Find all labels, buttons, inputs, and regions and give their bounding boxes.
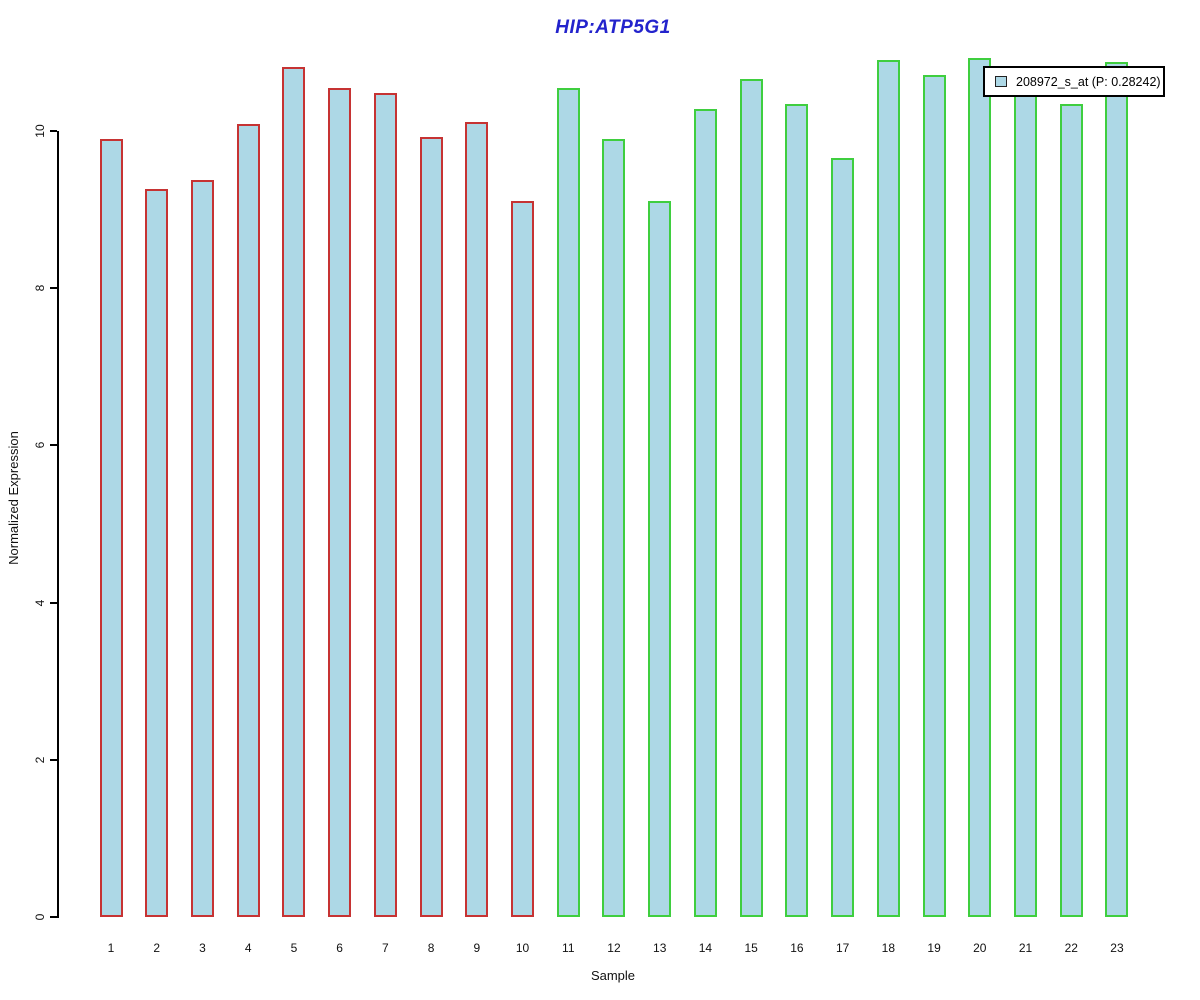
y-tick-label: 8	[33, 284, 47, 292]
legend-swatch-icon	[995, 76, 1007, 87]
y-tick-mark	[50, 287, 57, 290]
x-tick-label: 11	[562, 941, 575, 955]
x-axis-title: Sample	[590, 968, 636, 983]
bar-sample-11	[556, 87, 580, 917]
bar-sample-18	[876, 60, 900, 917]
legend: 208972_s_at (P: 0.28242)	[983, 66, 1165, 97]
bar-sample-22	[1059, 104, 1083, 917]
y-tick-label: 2	[33, 756, 47, 764]
x-tick-label: 13	[653, 941, 667, 955]
x-tick-label: 9	[473, 941, 481, 955]
legend-label: 208972_s_at (P: 0.28242)	[1016, 74, 1161, 89]
bar-sample-2	[145, 189, 169, 917]
x-tick-label: 1	[107, 941, 115, 955]
y-tick-label: 4	[33, 599, 47, 606]
x-tick-label: 14	[698, 941, 713, 955]
y-tick-label: 10	[33, 124, 47, 138]
y-tick-label: 6	[33, 442, 47, 449]
x-tick-label: 3	[199, 941, 206, 955]
x-tick-label: 7	[382, 941, 389, 955]
x-tick-label: 4	[244, 941, 252, 955]
x-tick-label: 19	[927, 941, 941, 955]
x-tick-label: 2	[153, 941, 161, 955]
y-axis-line	[57, 131, 59, 918]
y-tick-mark	[50, 601, 57, 604]
x-tick-label: 23	[1110, 941, 1124, 955]
y-tick-mark	[50, 916, 57, 918]
bar-sample-21	[1014, 91, 1038, 917]
bar-sample-16	[785, 104, 809, 917]
bar-sample-19	[922, 75, 946, 917]
y-tick-mark	[50, 130, 57, 132]
bar-sample-23	[1105, 61, 1129, 917]
x-tick-label: 16	[790, 941, 804, 955]
bar-sample-14	[693, 108, 717, 917]
x-tick-label: 5	[290, 941, 298, 955]
bar-sample-1	[99, 138, 123, 917]
y-tick-mark	[50, 758, 57, 761]
y-axis-title: Normalized Expression	[6, 431, 21, 565]
bar-sample-7	[373, 93, 397, 917]
y-tick-mark	[50, 444, 57, 447]
x-tick-label: 22	[1064, 941, 1078, 955]
bar-sample-17	[831, 157, 855, 917]
x-tick-label: 8	[427, 941, 435, 955]
y-tick-label: 0	[33, 913, 47, 921]
x-tick-label: 21	[1018, 941, 1033, 955]
chart-title: HIP:ATP5G1	[555, 17, 671, 38]
bar-sample-4	[236, 123, 260, 917]
x-tick-label: 20	[973, 941, 987, 955]
x-tick-label: 6	[336, 941, 343, 955]
x-tick-label: 10	[515, 941, 530, 955]
bar-sample-12	[602, 138, 626, 917]
bar-sample-10	[511, 200, 535, 917]
bar-sample-5	[282, 67, 306, 917]
bar-sample-13	[648, 200, 672, 917]
x-tick-label: 15	[744, 941, 758, 955]
x-tick-label: 18	[881, 941, 896, 955]
bar-sample-8	[419, 137, 443, 917]
x-tick-label: 17	[835, 941, 850, 955]
bar-sample-20	[968, 57, 992, 917]
bar-sample-9	[465, 122, 489, 917]
bar-sample-6	[328, 87, 352, 917]
bar-sample-3	[190, 179, 214, 917]
x-tick-label: 12	[607, 941, 621, 955]
bar-sample-15	[739, 79, 763, 917]
